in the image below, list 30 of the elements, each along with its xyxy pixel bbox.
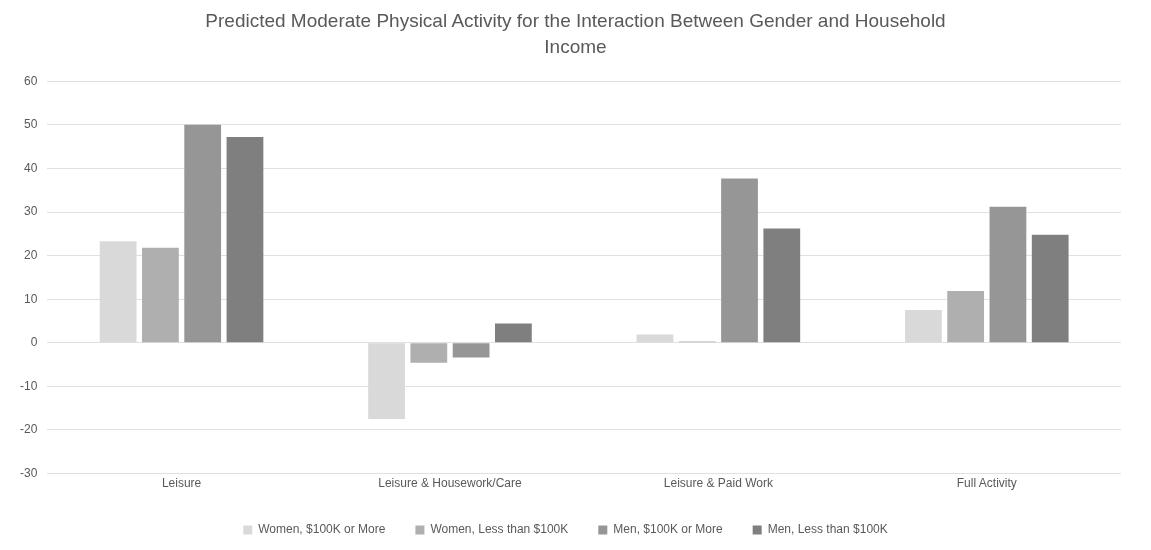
bar [184,124,222,343]
bar [1031,234,1069,343]
bar [763,228,801,343]
y-tick-label: -20 [20,422,38,437]
x-tick-label: Leisure & Paid Work [663,476,774,491]
legend-label: Women, $100K or More [258,522,386,537]
y-tick-label: 20 [23,247,38,262]
x-tick-label: Full Activity [956,476,1017,491]
legend-label: Men, Less than $100K [767,522,888,537]
y-tick-label: -30 [20,465,38,480]
y-tick-label: 50 [23,117,38,132]
y-tick-label: 40 [23,160,38,175]
legend-label: Men, $100K or More [613,522,723,537]
x-tick-label: Leisure [161,476,202,491]
bar [721,178,758,343]
y-tick-label: 60 [23,73,38,88]
bar [226,137,264,343]
bar [410,343,448,363]
chart-title: Predicted Moderate Physical Activity for the Interaction Between Gender and Household Income [204,9,947,59]
x-tick-label: Leisure & Housework/Care [378,476,522,491]
y-tick-label: -10 [20,378,38,393]
bar [494,323,532,343]
bar [989,206,1027,343]
y-tick-label: 10 [23,291,38,306]
y-tick-label: 0 [30,335,38,350]
y-tick-label: 30 [23,204,38,219]
bar [452,343,490,358]
bar [947,290,985,343]
legend-label: Women, Less than $100K [430,522,569,537]
bar [142,247,179,343]
